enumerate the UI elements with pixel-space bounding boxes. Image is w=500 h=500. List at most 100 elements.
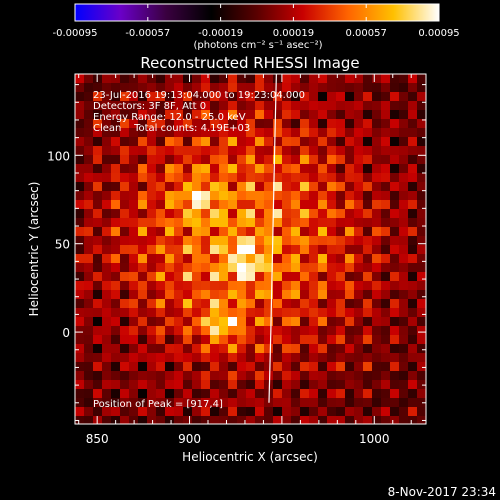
heatmap-cell (174, 218, 184, 228)
heatmap-cell (246, 299, 256, 309)
heatmap-cell (363, 290, 373, 300)
heatmap-cell (102, 218, 112, 228)
heatmap-cell (75, 200, 85, 210)
heatmap-cell (390, 407, 400, 417)
heatmap-cell (183, 281, 193, 291)
heatmap-cell (390, 389, 400, 399)
heatmap-cell (273, 407, 283, 417)
heatmap-cell (309, 173, 319, 183)
timestamp: 8-Nov-2017 23:34 (388, 485, 496, 499)
heatmap-cell (336, 155, 346, 165)
heatmap-cell (219, 407, 229, 417)
heatmap-cell (183, 155, 193, 165)
heatmap-cell (327, 182, 337, 192)
heatmap-cell (120, 407, 130, 417)
heatmap-cell (372, 290, 382, 300)
heatmap-cell (120, 110, 130, 120)
heatmap-cell (255, 119, 265, 129)
heatmap-cell (93, 398, 103, 408)
heatmap-cell (75, 353, 85, 363)
heatmap-cell (246, 191, 256, 201)
heatmap-cell (390, 191, 400, 201)
heatmap-cell (75, 137, 85, 147)
heatmap-cell (120, 398, 130, 408)
heatmap-cell (345, 110, 355, 120)
heatmap-cell (273, 164, 283, 174)
heatmap-cell (345, 191, 355, 201)
heatmap-cell (93, 263, 103, 273)
heatmap-cell (219, 281, 229, 291)
heatmap-cell (138, 344, 148, 354)
heatmap-cell (417, 281, 426, 291)
heatmap-cell (309, 380, 319, 390)
heatmap-cell (129, 254, 139, 264)
heatmap-cell (381, 182, 391, 192)
heatmap-cell (129, 146, 139, 156)
annotation-clean-counts: Clean Total counts: 4.19E+03 (93, 123, 250, 134)
heatmap-cell (165, 83, 175, 93)
heatmap-cell (363, 371, 373, 381)
heatmap-cell (372, 209, 382, 219)
heatmap-cell (201, 281, 211, 291)
heatmap-cell (255, 362, 265, 372)
heatmap-cell (336, 398, 346, 408)
heatmap-cell (318, 137, 328, 147)
heatmap-cell (165, 398, 175, 408)
heatmap-cell (390, 416, 400, 424)
heatmap-cell (381, 92, 391, 102)
heatmap-cell (201, 137, 211, 147)
heatmap-cell (273, 92, 283, 102)
heatmap-cell (291, 362, 301, 372)
heatmap-cell (345, 227, 355, 237)
heatmap-cell (327, 281, 337, 291)
heatmap-cell (111, 200, 121, 210)
heatmap-cell (372, 101, 382, 111)
heatmap-cell (273, 398, 283, 408)
heatmap-cell (156, 119, 166, 129)
heatmap-cell (363, 407, 373, 417)
heatmap-cell (183, 83, 193, 93)
heatmap-cell (237, 299, 247, 309)
heatmap-cell (381, 335, 391, 345)
heatmap-cell (183, 209, 193, 219)
heatmap-cell (318, 344, 328, 354)
heatmap-cell (381, 74, 391, 84)
heatmap-cell (237, 146, 247, 156)
heatmap-cell (363, 245, 373, 255)
heatmap-cell (246, 236, 256, 246)
heatmap-cell (417, 200, 426, 210)
heatmap-cell (282, 299, 292, 309)
heatmap-cell (102, 227, 112, 237)
heatmap-cell (156, 254, 166, 264)
heatmap-cell (228, 326, 238, 336)
heatmap-cell (120, 263, 130, 273)
heatmap-cell (237, 353, 247, 363)
heatmap-cell (264, 335, 274, 345)
heatmap-cell (93, 380, 103, 390)
heatmap-cell (318, 218, 328, 228)
heatmap-cell (192, 173, 202, 183)
heatmap-cell (318, 191, 328, 201)
heatmap-cell (255, 407, 265, 417)
heatmap-cell (84, 218, 94, 228)
x-tick-label: 950 (270, 432, 293, 446)
heatmap-cell (138, 407, 148, 417)
heatmap-cell (219, 173, 229, 183)
heatmap-cell (255, 83, 265, 93)
heatmap-cell (210, 218, 220, 228)
heatmap-cell (273, 227, 283, 237)
heatmap-cell (84, 155, 94, 165)
heatmap-cell (390, 245, 400, 255)
heatmap-cell (327, 110, 337, 120)
heatmap-cell (372, 128, 382, 138)
heatmap-cell (138, 245, 148, 255)
heatmap-cell (120, 380, 130, 390)
heatmap-cell (75, 308, 85, 318)
heatmap-cell (129, 371, 139, 381)
heatmap-cell (408, 389, 418, 399)
heatmap-cell (417, 155, 426, 165)
heatmap-cell (336, 128, 346, 138)
heatmap-cell (372, 173, 382, 183)
heatmap-cell (156, 344, 166, 354)
heatmap-cell (210, 281, 220, 291)
